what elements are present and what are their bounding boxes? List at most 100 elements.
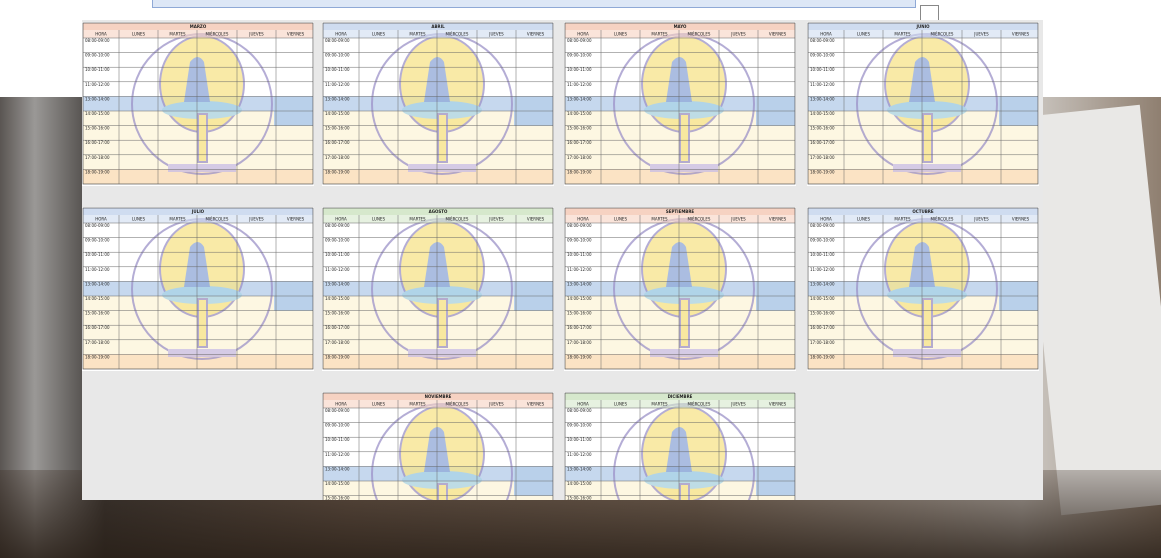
watermark-logo bbox=[131, 33, 273, 175]
column-header: MIÉRCOLES bbox=[446, 402, 469, 407]
hour-label: 14:00-15:00 bbox=[567, 111, 592, 116]
hour-label: 08:00-09:00 bbox=[810, 38, 835, 43]
column-header: LUNES bbox=[372, 217, 385, 222]
logo-water bbox=[644, 286, 724, 304]
month-table: SEPTIEMBRE HORA LUNES MARTES MIÉRCOLES JUEVES… bbox=[564, 207, 798, 370]
month-table: DICIEMBRE HORA LUNES MARTES MIÉRCOLES JUEVES V… bbox=[564, 392, 798, 500]
month-title: DICIEMBRE bbox=[668, 394, 693, 399]
month-table: MARZO HORA LUNES MARTES MIÉRCOLES JUEVES VIERN… bbox=[82, 22, 316, 185]
column-header: JUEVES bbox=[248, 32, 264, 37]
column-header: JUEVES bbox=[973, 217, 989, 222]
table-border bbox=[564, 392, 796, 500]
month-card[interactable]: MAYO HORA LUNES MARTES MIÉRCOLES JUEVES VIERNE… bbox=[564, 22, 798, 186]
column-header: JUEVES bbox=[488, 217, 504, 222]
month-card[interactable]: OCTUBRE HORA LUNES MARTES MIÉRCOLES JUEVES VIE… bbox=[807, 207, 1041, 371]
column-header: MARTES bbox=[169, 217, 186, 222]
table-border bbox=[564, 207, 796, 370]
logo-trunk bbox=[437, 113, 448, 163]
calendar-grid: MARZO HORA LUNES MARTES MIÉRCOLES JUEVES VIERN… bbox=[82, 20, 1043, 500]
hour-label: 14:00-15:00 bbox=[567, 481, 592, 486]
column-header: MARTES bbox=[894, 32, 911, 37]
column-header: MARTES bbox=[409, 32, 426, 37]
month-table: OCTUBRE HORA LUNES MARTES MIÉRCOLES JUEVES VIE… bbox=[807, 207, 1041, 370]
hour-label: 13:00-14:00 bbox=[325, 96, 350, 101]
column-header: VIERNES bbox=[1012, 217, 1030, 222]
month-title: SEPTIEMBRE bbox=[666, 209, 695, 214]
month-card[interactable]: DICIEMBRE HORA LUNES MARTES MIÉRCOLES JUEVES V… bbox=[564, 392, 798, 500]
logo-trunk bbox=[197, 113, 208, 163]
hour-label: 11:00-12:00 bbox=[85, 82, 110, 87]
month-card[interactable]: AGOSTO HORA LUNES MARTES MIÉRCOLES JUEVES VIER… bbox=[322, 207, 556, 371]
header-fill bbox=[323, 400, 553, 408]
hour-label: 13:00-14:00 bbox=[325, 281, 350, 286]
row-fill bbox=[323, 354, 553, 369]
month-title: JUNIO bbox=[916, 24, 931, 29]
hour-label: 15:00-16:00 bbox=[325, 496, 350, 500]
month-card[interactable]: JUNIO HORA LUNES MARTES MIÉRCOLES JUEVES VIERN… bbox=[807, 22, 1041, 186]
hour-label: 13:00-14:00 bbox=[85, 96, 110, 101]
column-header: LUNES bbox=[132, 32, 145, 37]
hour-label: 13:00-14:00 bbox=[567, 281, 592, 286]
month-card[interactable]: SEPTIEMBRE HORA LUNES MARTES MIÉRCOLES JUEVES… bbox=[564, 207, 798, 371]
top-table-strip bbox=[152, 0, 916, 8]
hour-label: 14:00-15:00 bbox=[325, 111, 350, 116]
hour-label: 09:00-10:00 bbox=[810, 53, 835, 58]
table-border bbox=[322, 207, 554, 370]
column-header: HORA bbox=[820, 217, 832, 222]
hour-label: 18:00-19:00 bbox=[85, 169, 110, 174]
hour-label: 16:00-17:00 bbox=[810, 325, 835, 330]
hour-label: 09:00-10:00 bbox=[325, 238, 350, 243]
column-header: MIÉRCOLES bbox=[206, 217, 229, 222]
logo-water bbox=[887, 101, 967, 119]
column-header: JUEVES bbox=[730, 217, 746, 222]
hour-label: 13:00-14:00 bbox=[567, 96, 592, 101]
header-fill bbox=[565, 215, 795, 223]
month-card[interactable]: NOVIEMBRE HORA LUNES MARTES MIÉRCOLES JUEVES V… bbox=[322, 392, 556, 500]
column-header: HORA bbox=[577, 217, 589, 222]
hour-label: 14:00-15:00 bbox=[325, 296, 350, 301]
hour-label: 09:00-10:00 bbox=[85, 53, 110, 58]
column-header: MIÉRCOLES bbox=[688, 402, 711, 407]
logo-water bbox=[162, 101, 242, 119]
hour-label: 09:00-10:00 bbox=[567, 423, 592, 428]
column-header: JUEVES bbox=[488, 32, 504, 37]
row-fill bbox=[323, 169, 553, 184]
month-card[interactable]: ABRIL HORA LUNES MARTES MIÉRCOLES JUEVES VIERN… bbox=[322, 22, 556, 186]
column-header: MIÉRCOLES bbox=[688, 32, 711, 37]
hour-label: 11:00-12:00 bbox=[85, 267, 110, 272]
column-header: HORA bbox=[335, 32, 347, 37]
header-fill bbox=[565, 30, 795, 38]
hour-label: 08:00-09:00 bbox=[325, 408, 350, 413]
column-header: LUNES bbox=[614, 32, 627, 37]
hour-label: 10:00-11:00 bbox=[567, 437, 592, 442]
header-fill bbox=[565, 400, 795, 408]
month-card[interactable]: JULIO HORA LUNES MARTES MIÉRCOLES JUEVES VIERN… bbox=[82, 207, 316, 371]
logo-water bbox=[644, 471, 724, 489]
month-title: MARZO bbox=[190, 24, 207, 29]
hour-label: 17:00-18:00 bbox=[85, 155, 110, 160]
hour-label: 13:00-14:00 bbox=[810, 281, 835, 286]
hour-label: 18:00-19:00 bbox=[567, 169, 592, 174]
month-table: JUNIO HORA LUNES MARTES MIÉRCOLES JUEVES VIERN… bbox=[807, 22, 1041, 185]
hour-label: 18:00-19:00 bbox=[810, 354, 835, 359]
column-header: LUNES bbox=[132, 217, 145, 222]
hour-label: 08:00-09:00 bbox=[85, 38, 110, 43]
column-header: VIERNES bbox=[527, 217, 545, 222]
title-fill bbox=[808, 23, 1038, 30]
hour-label: 17:00-18:00 bbox=[567, 340, 592, 345]
month-card[interactable]: MARZO HORA LUNES MARTES MIÉRCOLES JUEVES VIERN… bbox=[82, 22, 316, 186]
header-fill bbox=[808, 215, 1038, 223]
logo-text bbox=[893, 349, 961, 357]
column-header: VIERNES bbox=[1012, 32, 1030, 37]
column-header: LUNES bbox=[614, 402, 627, 407]
logo-water bbox=[644, 101, 724, 119]
header-fill bbox=[83, 215, 313, 223]
table-border bbox=[807, 22, 1039, 185]
hour-label: 17:00-18:00 bbox=[810, 340, 835, 345]
column-header: LUNES bbox=[372, 402, 385, 407]
hour-label: 08:00-09:00 bbox=[567, 223, 592, 228]
hour-label: 09:00-10:00 bbox=[810, 238, 835, 243]
hour-label: 08:00-09:00 bbox=[85, 223, 110, 228]
month-table: JULIO HORA LUNES MARTES MIÉRCOLES JUEVES VIERN… bbox=[82, 207, 316, 370]
column-header: JUEVES bbox=[730, 402, 746, 407]
